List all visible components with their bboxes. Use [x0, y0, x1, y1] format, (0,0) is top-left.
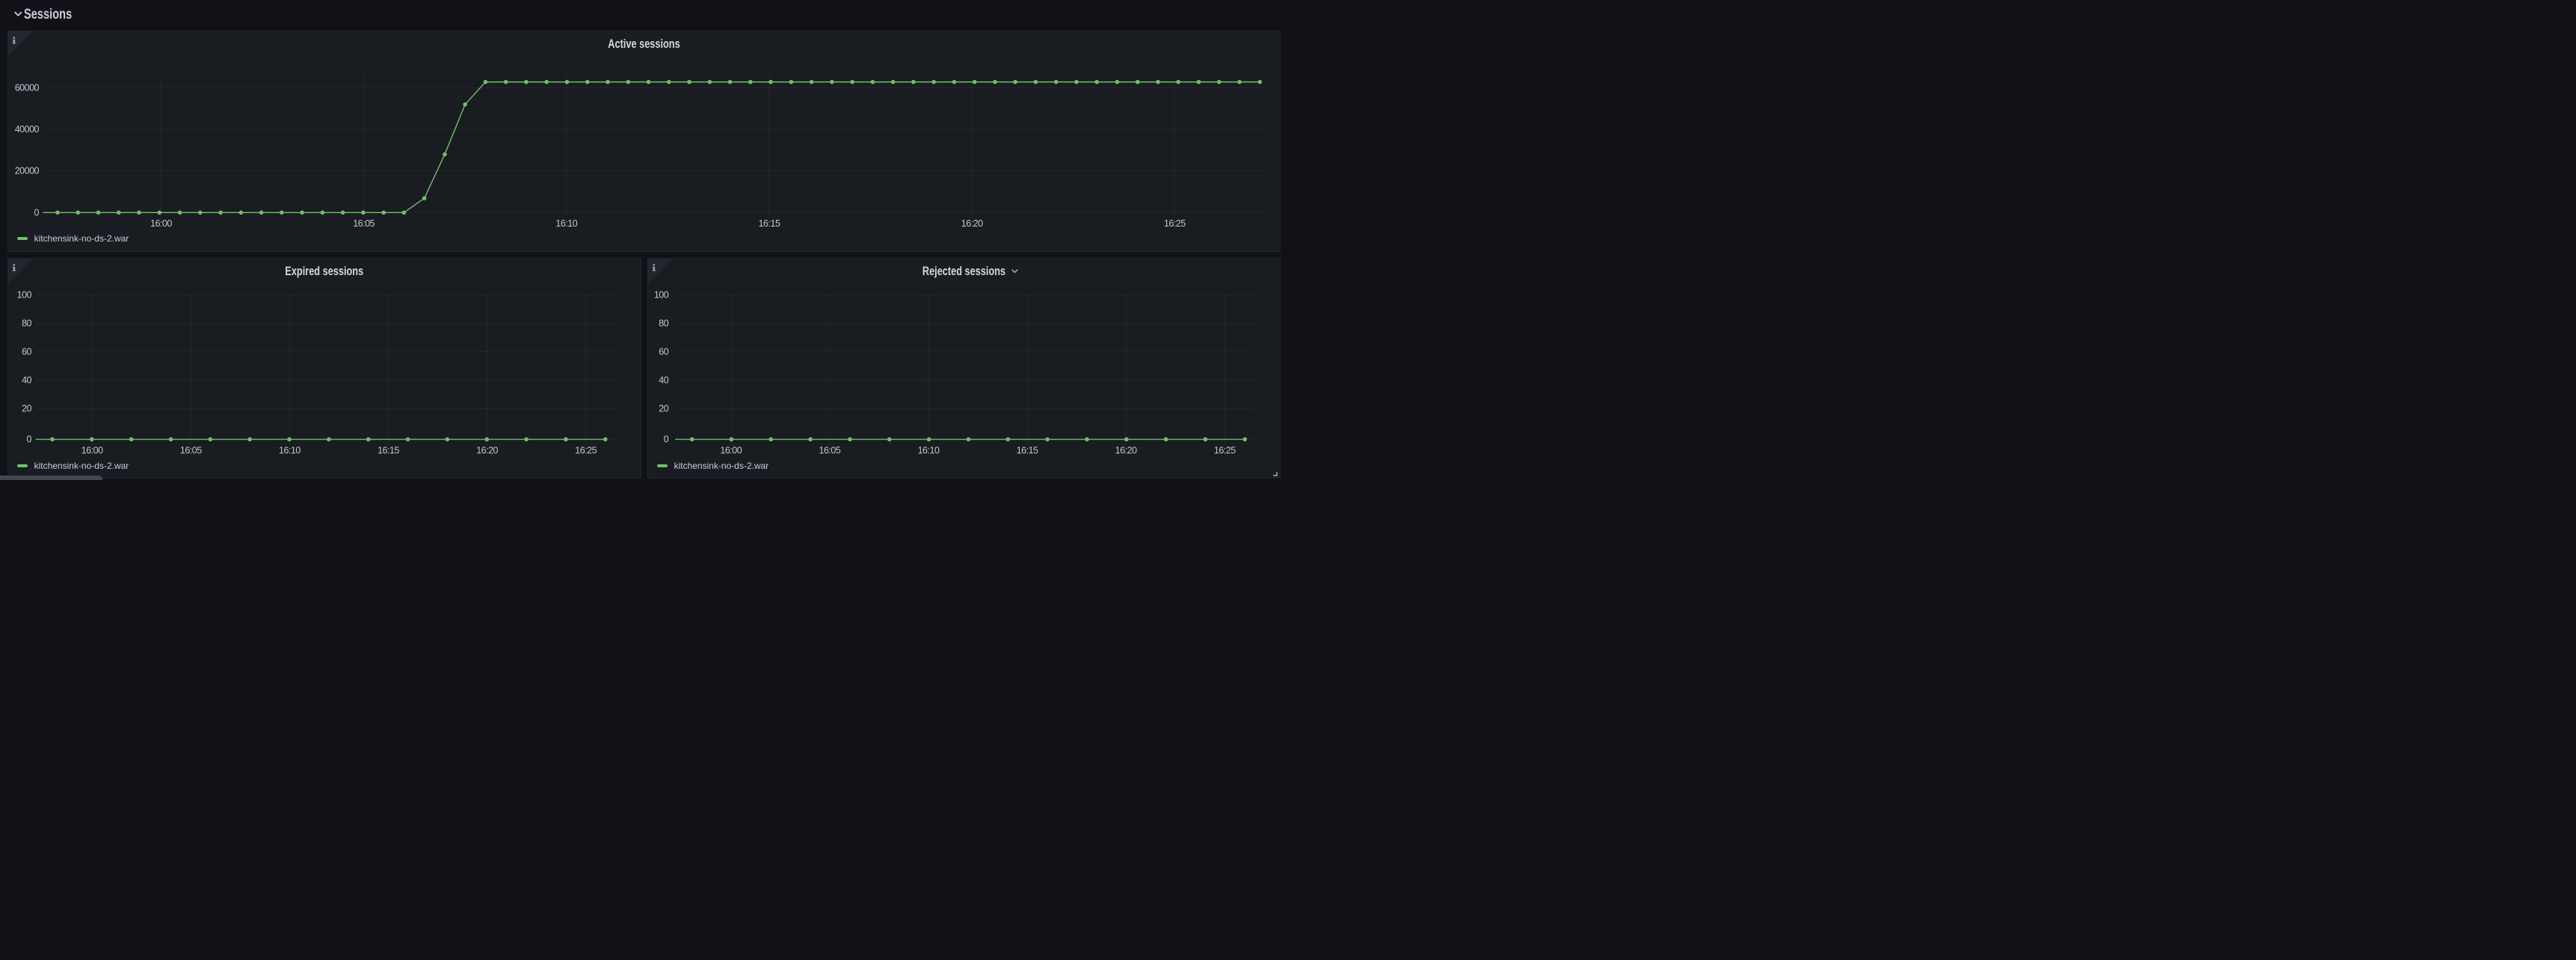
svg-text:80: 80	[22, 319, 31, 329]
svg-text:16:05: 16:05	[819, 445, 841, 455]
svg-text:0: 0	[34, 207, 40, 218]
svg-text:20: 20	[659, 403, 668, 413]
svg-text:16:25: 16:25	[1164, 218, 1186, 229]
svg-text:16:05: 16:05	[180, 445, 202, 455]
svg-text:16:15: 16:15	[759, 218, 780, 229]
svg-text:16:00: 16:00	[720, 445, 742, 455]
svg-text:20: 20	[22, 403, 31, 413]
svg-text:16:20: 16:20	[1115, 445, 1137, 455]
svg-text:20000: 20000	[15, 165, 40, 176]
svg-text:40000: 40000	[15, 124, 40, 135]
svg-text:16:00: 16:00	[150, 218, 172, 229]
svg-text:16:10: 16:10	[279, 445, 301, 455]
svg-text:16:00: 16:00	[81, 445, 103, 455]
svg-text:16:15: 16:15	[378, 445, 399, 455]
svg-text:40: 40	[22, 375, 31, 385]
svg-text:0: 0	[664, 434, 669, 445]
svg-text:0: 0	[27, 434, 32, 445]
svg-text:16:10: 16:10	[555, 218, 577, 229]
svg-text:100: 100	[17, 290, 32, 301]
svg-text:100: 100	[654, 290, 669, 301]
svg-text:80: 80	[659, 319, 668, 329]
svg-text:60: 60	[659, 347, 668, 357]
svg-text:16:20: 16:20	[476, 445, 498, 455]
svg-text:16:20: 16:20	[961, 218, 983, 229]
svg-text:16:15: 16:15	[1017, 445, 1038, 455]
svg-text:60000: 60000	[15, 82, 40, 93]
svg-text:16:10: 16:10	[918, 445, 940, 455]
svg-text:40: 40	[659, 375, 668, 385]
svg-text:16:25: 16:25	[575, 445, 597, 455]
svg-text:60: 60	[22, 347, 31, 357]
svg-text:16:25: 16:25	[1214, 445, 1236, 455]
svg-text:16:05: 16:05	[353, 218, 375, 229]
